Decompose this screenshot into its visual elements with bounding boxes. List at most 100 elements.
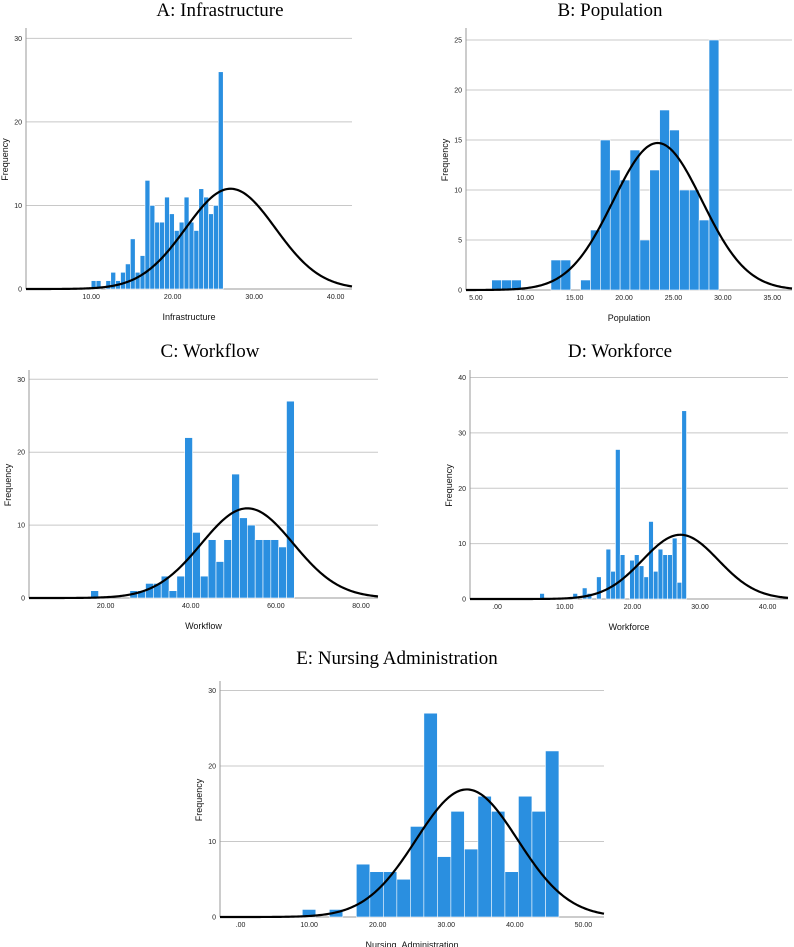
histogram-bar [203,196,209,290]
histogram-bar [659,109,670,291]
y-tick-label: 10 [14,203,22,210]
histogram-bar [504,871,519,918]
y-tick-label: 10 [17,523,25,530]
histogram-bar [396,878,411,918]
y-tick-label: 20 [458,486,466,493]
histogram-bar [605,548,612,600]
histogram-bar [619,179,631,291]
x-tick-label: 30.00 [691,604,709,611]
histogram-bar [184,437,193,599]
x-tick-label: 30.00 [245,294,263,301]
x-tick-label: .00 [236,922,246,929]
histogram-bar [550,259,562,291]
histogram-bar [423,712,438,918]
histogram-bar [278,546,287,599]
y-tick-label: 10 [458,541,466,548]
y-tick-label: 30 [208,688,216,695]
x-tick-label: 40.00 [182,603,200,610]
histogram-bar [164,196,170,290]
histogram-bar [231,473,240,599]
x-tick-label: 50.00 [575,922,593,929]
y-tick-label: 25 [454,38,462,45]
histogram-bar [254,539,264,599]
y-tick-label: 0 [458,288,462,295]
histogram-bar [580,279,591,291]
x-tick-label: 25.00 [665,295,683,302]
histogram-bar [125,263,131,290]
y-tick-label: 30 [458,430,466,437]
histogram-bar [356,863,371,918]
histogram-bar [662,554,668,600]
histogram-bar [708,39,720,291]
x-tick-label: 20.00 [164,294,182,301]
histogram-bar [198,188,204,290]
y-tick-label: 20 [454,88,462,95]
y-axis-label: Frequency [440,138,450,181]
x-axis-label: Workforce [609,622,650,632]
histogram-bar [247,524,256,599]
histogram-bar [491,279,502,291]
histogram-bar [215,561,225,599]
y-tick-label: 0 [462,597,466,604]
x-tick-label: 30.00 [438,922,456,929]
histogram-bar [464,848,479,918]
histogram-bar [183,196,190,290]
chart-panel-b: 0 5 10 15 20 25 5.00 10.00 15.00 20.00 25.00 30.00 3… [440,28,793,323]
chart-panel-a: 0 10 20 30 10.00 20.00 30.00 40.00 Infrastructur… [0,28,353,322]
histogram-bar [383,871,398,918]
chart-title-b: B: Population [557,0,663,21]
normal-curve [465,141,793,292]
x-tick-label: 20.00 [97,603,115,610]
histogram-bar [615,449,621,600]
x-tick-label: 30.00 [714,295,732,302]
x-tick-label: 40.00 [759,604,777,611]
histogram-bar [653,571,659,600]
x-axis-label: Workflow [185,621,222,631]
x-tick-label: 40.00 [327,294,345,301]
x-tick-label: 10.00 [82,294,100,301]
histogram-bar [149,205,156,290]
x-tick-label: .00 [492,604,502,611]
chart-title-a: A: Infrastructure [156,0,284,21]
x-tick-label: 60.00 [267,603,285,610]
y-tick-label: 20 [208,764,216,771]
chart-panel-c: 0 10 20 30 20.00 40.00 60.00 80.00 Workflow Frequ… [3,370,379,631]
y-tick-label: 10 [208,839,216,846]
histogram-bar [688,189,700,291]
histogram-bar [437,856,452,918]
histogram-bar [218,71,224,290]
x-tick-label: 20.00 [615,295,633,302]
histogram-bar [639,239,651,291]
y-tick-label: 30 [17,377,25,384]
histogram-bar [154,221,160,290]
histogram-bar [193,230,200,290]
histogram-bar [176,575,185,599]
x-tick-label: 80.00 [352,603,370,610]
histogram-bar [213,205,219,290]
histogram-bar [130,238,136,290]
histogram-bar [286,400,295,599]
histogram-bar [638,565,645,600]
y-tick-label: 10 [454,188,462,195]
x-tick-label: 35.00 [763,295,781,302]
normal-curve [220,788,605,919]
y-tick-label: 5 [458,238,462,245]
histogram-bar [134,271,141,290]
histogram-bar [681,410,687,600]
x-tick-label: 20.00 [624,604,642,611]
normal-curve [26,187,353,291]
histogram-bar [672,537,678,600]
y-tick-label: 0 [21,596,25,603]
y-tick-label: 20 [17,450,25,457]
histogram-bar [160,575,170,599]
histogram-bar [657,548,664,600]
histogram-bar [239,517,248,599]
x-tick-label: 40.00 [506,922,524,929]
histogram-bar [120,271,126,290]
histogram-bar [649,169,660,291]
histogram-bar [629,149,641,291]
histogram-bar [208,213,214,290]
